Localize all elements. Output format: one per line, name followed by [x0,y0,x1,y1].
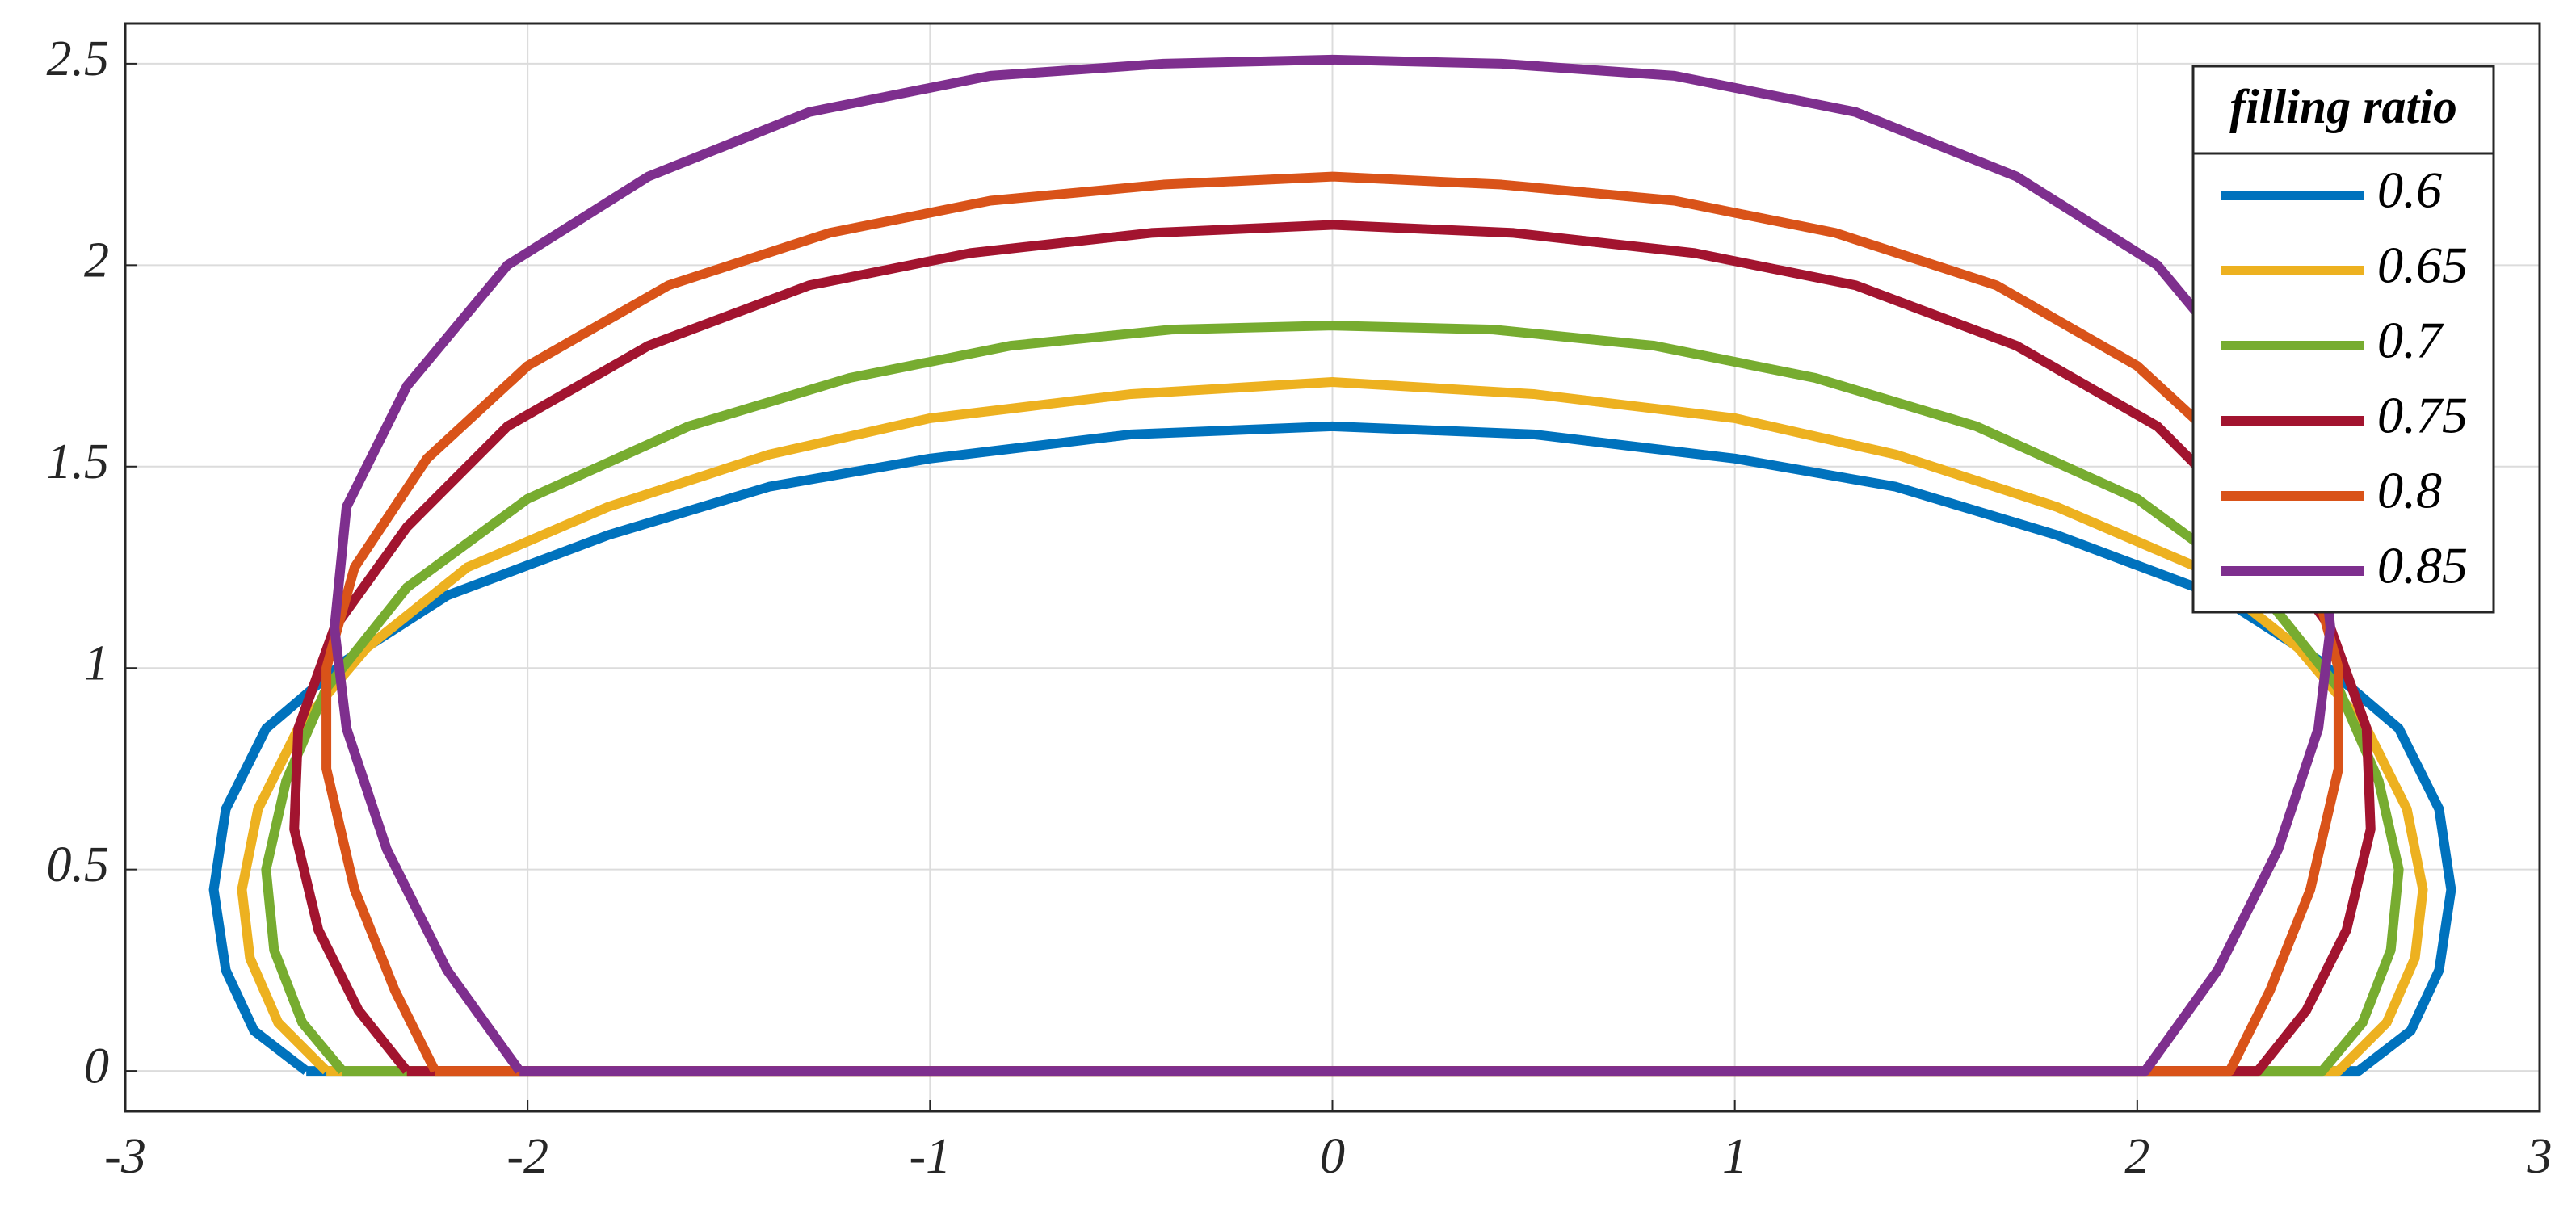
legend-label: 0.8 [2377,462,2442,519]
data-line [330,54,2335,1077]
data-line [208,421,2456,1077]
legend-label: 0.75 [2377,387,2468,444]
x-tick-label: 3 [2527,1129,2553,1184]
legend-label: 0.6 [2377,162,2442,219]
legend-title: filling ratio [2229,80,2457,133]
y-tick-label: 1 [84,636,109,690]
data-line [289,220,2376,1077]
x-tick-label: -2 [506,1129,548,1184]
y-tick-label: 0 [84,1039,109,1093]
x-tick-label: 2 [2124,1129,2149,1184]
y-tick-label: 1.5 [47,434,110,489]
data-line [321,171,2343,1077]
legend-label: 0.85 [2377,537,2468,594]
x-tick-label: -3 [104,1129,146,1184]
axes-box [124,22,2541,1113]
legend: filling ratio 0.6 0.65 0.7 0.75 0.8 0.85 [2191,65,2495,614]
x-tick-label: 0 [1320,1129,1345,1184]
y-tick-label: 0.5 [47,837,110,892]
x-tick-label: -1 [910,1129,952,1184]
legend-label: 0.7 [2377,312,2444,369]
x-tick-label: 1 [1722,1129,1747,1184]
y-tick-label: 2 [84,233,109,288]
legend-box [2191,65,2495,614]
legend-label: 0.65 [2377,237,2468,294]
y-tick-label: 2.5 [47,31,110,86]
data-line [237,377,2428,1077]
